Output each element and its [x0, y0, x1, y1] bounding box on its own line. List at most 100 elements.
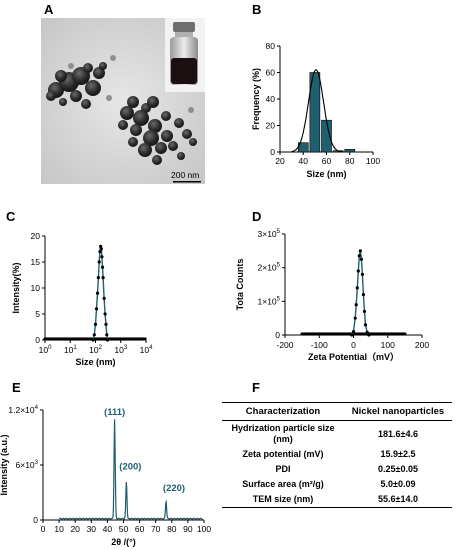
chart-d-point: [362, 309, 367, 314]
chart-e-line: [58, 419, 203, 520]
panel-letter-d: D: [252, 209, 262, 224]
chart-d-x-tick-label: -200: [276, 340, 293, 350]
table-cell: TEM size (nm): [222, 492, 344, 508]
chart-c-point: [97, 260, 101, 264]
chart-d-point: [365, 330, 369, 334]
table-cell: PDI: [275, 464, 291, 474]
chart-c-x-tick-label: 103: [114, 345, 127, 355]
chart-c-point: [91, 338, 95, 342]
table-cell: 181.6±4.6: [378, 428, 418, 439]
chart-e-peak-label: (200): [119, 462, 141, 473]
chart-c-point: [98, 250, 102, 254]
chart-b-x-tick-label: 60: [322, 156, 332, 166]
chart-e-x-tick-label: 10: [54, 524, 64, 534]
chart-d-x-label: Zeta Potential（mV）: [308, 352, 399, 362]
chart-c-y-tick-label: 15: [31, 257, 41, 267]
chart-b-y-tick-label: 40: [266, 94, 276, 104]
chart-e-x-tick-label: 60: [135, 524, 145, 534]
chart-c-y-tick-label: 5: [35, 309, 40, 319]
chart-c-y-label: Intensity(%): [11, 262, 21, 313]
table-cell: 5.0±0.09: [380, 479, 416, 489]
chart-e-x-tick-label: 70: [151, 524, 161, 534]
tem-scale-label: 200 nm: [171, 170, 200, 180]
chart-e-x-tick-label: 20: [70, 524, 80, 534]
chart-d-point: [358, 249, 362, 253]
table-cell: 55.6±14.0: [344, 492, 452, 508]
table-row: TEM size (nm) 55.6±14.0: [222, 492, 452, 508]
characterization-table: Characterization Nickel nanoparticles Hy…: [222, 402, 452, 508]
chart-e-x-tick-label: 40: [103, 524, 113, 534]
table-row: PDI 0.25±0.05: [222, 462, 452, 477]
chart-d-point: [361, 293, 366, 297]
chart-b-x-tick-label: 40: [299, 156, 309, 166]
chart-b-y-tick-label: 60: [266, 68, 276, 78]
chart-e-y-label: Intensity (a.u.): [0, 434, 9, 495]
chart-c-point: [101, 276, 105, 280]
chart-d-y-tick-label: 3×105: [258, 229, 281, 239]
chart-c-x-label: Size (nm): [75, 357, 115, 367]
chart-c-point: [99, 244, 103, 248]
table-cell: Zeta potential (mV): [242, 449, 324, 459]
chart-b-fit-curve: [291, 69, 344, 153]
chart-d-point: [363, 323, 368, 327]
chart-e-x-tick-label: 80: [167, 524, 177, 534]
chart-e-x-tick-label: 90: [183, 524, 193, 534]
chart-b-x-tick-label: 100: [366, 156, 380, 166]
chart-c-point: [92, 333, 96, 337]
chart-c-point: [103, 312, 107, 316]
chart-b-bar: [309, 72, 321, 153]
table-row: Zeta potential (mV) 15.9±2.5: [222, 447, 452, 462]
chart-d-baseline-marker: [403, 332, 407, 336]
chart-c-point: [99, 247, 103, 251]
panel-letter-b: B: [252, 2, 262, 17]
chart-c-point: [100, 255, 104, 259]
chart-d-y-tick-label: 2×105: [258, 263, 281, 273]
chart-d-point: [360, 272, 365, 276]
chart-d-y-tick-label: 1×105: [258, 296, 281, 306]
panel-letter-e: E: [12, 380, 21, 395]
table-cell: 15.9±2.5: [380, 449, 416, 459]
chart-c-x-tick-label: 104: [140, 345, 153, 355]
chart-d-point: [355, 286, 359, 290]
chart-d-y-label: Tota Counts: [235, 259, 245, 311]
chart-c-x-tick-label: 100: [39, 345, 52, 355]
chart-c-x-tick-label: 102: [89, 345, 102, 355]
chart-e-y-tick-label: 1.2×104: [8, 405, 38, 415]
chart-e-x-tick-label: 50: [119, 524, 129, 534]
chart-d-x-tick-label: 100: [381, 340, 395, 350]
chart-c-point: [105, 338, 110, 342]
chart-e-x-tick-label: 0: [41, 524, 46, 534]
chart-d-point: [353, 316, 357, 320]
panel-letter-c: C: [6, 209, 16, 224]
chart-d-point: [350, 333, 354, 337]
chart-d-point: [356, 269, 360, 273]
chart-d-point: [357, 254, 361, 258]
chart-c-point: [100, 265, 105, 269]
chart-e-peak-label: (220): [163, 483, 185, 494]
chart-d-point: [351, 330, 356, 334]
chart-c-baseline-marker: [143, 337, 147, 341]
chart-e-y-tick-label: 6×103: [16, 460, 39, 470]
chart-e-x-tick-label: 30: [87, 524, 97, 534]
chart-c-point: [94, 307, 99, 311]
panel-letter-f: F: [252, 380, 260, 395]
chart-b-y-tick-label: 20: [266, 121, 276, 131]
chart-d-x-tick-label: 0: [351, 340, 356, 350]
chart-c-y-tick-label: 20: [31, 231, 41, 241]
chart-d-point: [354, 303, 358, 307]
chart-c-y-tick-label: 0: [35, 335, 40, 345]
chart-c-point: [95, 291, 100, 295]
chart-d-point: [367, 333, 371, 337]
chart-b-y-tick-label: 80: [266, 41, 276, 51]
chart-d-point: [359, 257, 363, 261]
chart-e-peak-label: (111): [104, 407, 125, 418]
chart-d-x-tick-label: 200: [415, 340, 429, 350]
table-row: Surface area (m²/g) 5.0±0.09: [222, 477, 452, 492]
chart-c-y-tick-label: 10: [31, 283, 41, 293]
table-header-characterization: Characterization: [222, 402, 344, 421]
chart-b-bar: [344, 149, 356, 153]
chart-e-x-label: 2θ /(°): [111, 537, 135, 547]
chart-e-y-tick-label: 0: [33, 515, 38, 525]
chart-c-point: [93, 322, 98, 326]
chart-c-point: [96, 276, 100, 280]
